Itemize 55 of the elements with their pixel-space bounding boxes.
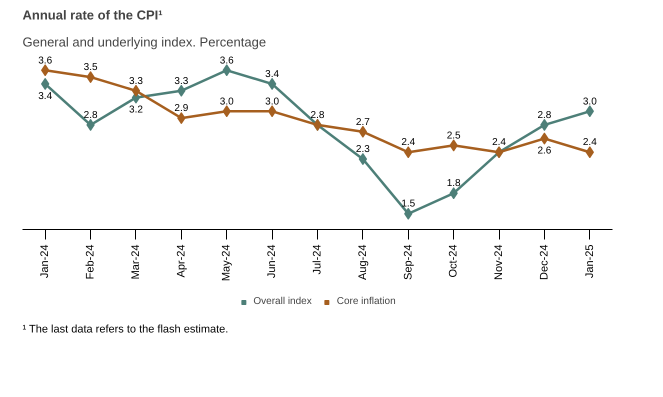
- x-tick-label: Nov-24: [493, 244, 506, 280]
- data-label: 2.8: [537, 110, 552, 121]
- chart-subtitle: General and underlying index. Percentage: [22, 34, 266, 50]
- x-tick-label: Jun-24: [266, 244, 278, 278]
- x-tick-label: Jul-24: [312, 244, 324, 274]
- legend-label: Core inflation: [336, 296, 396, 307]
- point: [177, 84, 186, 97]
- x-tick-label: Jan-24: [39, 244, 52, 278]
- data-label: 2.4: [401, 137, 416, 148]
- point: [268, 105, 276, 118]
- x-tick-label: Jan-25: [584, 244, 596, 278]
- data-label: 3.0: [265, 96, 280, 108]
- data-label: 1.8: [446, 178, 462, 190]
- text: ¹ The last data refers to the flash estimate.: [22, 324, 228, 336]
- point: [268, 78, 276, 90]
- legend-label: Overall index: [253, 296, 312, 307]
- data-label: 3.3: [174, 76, 189, 87]
- data-label: 3.0: [220, 96, 234, 108]
- data-label: 3.6: [220, 55, 234, 66]
- data-label: 2.5: [446, 130, 462, 142]
- x-tick-label: Sep-24: [402, 244, 414, 280]
- point: [540, 118, 549, 131]
- data-label: 3.3: [129, 76, 144, 87]
- point: [358, 126, 368, 138]
- data-label: 2.8: [84, 110, 98, 121]
- point: [540, 132, 549, 145]
- point: [358, 153, 368, 166]
- point: [86, 118, 95, 131]
- data-label: 3.2: [129, 104, 144, 116]
- data-label: 3.4: [265, 68, 280, 80]
- data-label: 2.8: [310, 110, 325, 121]
- data-label: 2.6: [537, 146, 552, 157]
- chart-title: Annual rate of the CPI¹: [22, 8, 163, 22]
- data-label: 2.3: [356, 144, 370, 156]
- point: [132, 84, 140, 97]
- x-tick-label: Apr-24: [175, 244, 188, 278]
- data-label: 3.5: [84, 62, 98, 74]
- point: [449, 187, 458, 200]
- point: [86, 71, 95, 84]
- data-label: 2.9: [174, 103, 189, 114]
- x-tick-label: Dec-24: [538, 244, 550, 280]
- x-tick-label: May-24: [220, 244, 233, 282]
- data-label: 2.4: [492, 137, 506, 148]
- point: [177, 112, 186, 124]
- data-label: 1.5: [401, 198, 416, 210]
- data-label: 3.4: [38, 90, 53, 102]
- data-label: 3.6: [38, 55, 53, 66]
- x-tick-label: Feb-24: [84, 244, 97, 280]
- x-tick-label: Aug-24: [356, 244, 369, 280]
- x-tick-label: Mar-24: [130, 244, 142, 280]
- data-label: 2.4: [582, 137, 598, 148]
- data-label: 3.0: [582, 96, 598, 108]
- point: [449, 139, 458, 152]
- data-label: 2.7: [356, 116, 370, 128]
- x-tick-label: Oct-24: [448, 244, 460, 278]
